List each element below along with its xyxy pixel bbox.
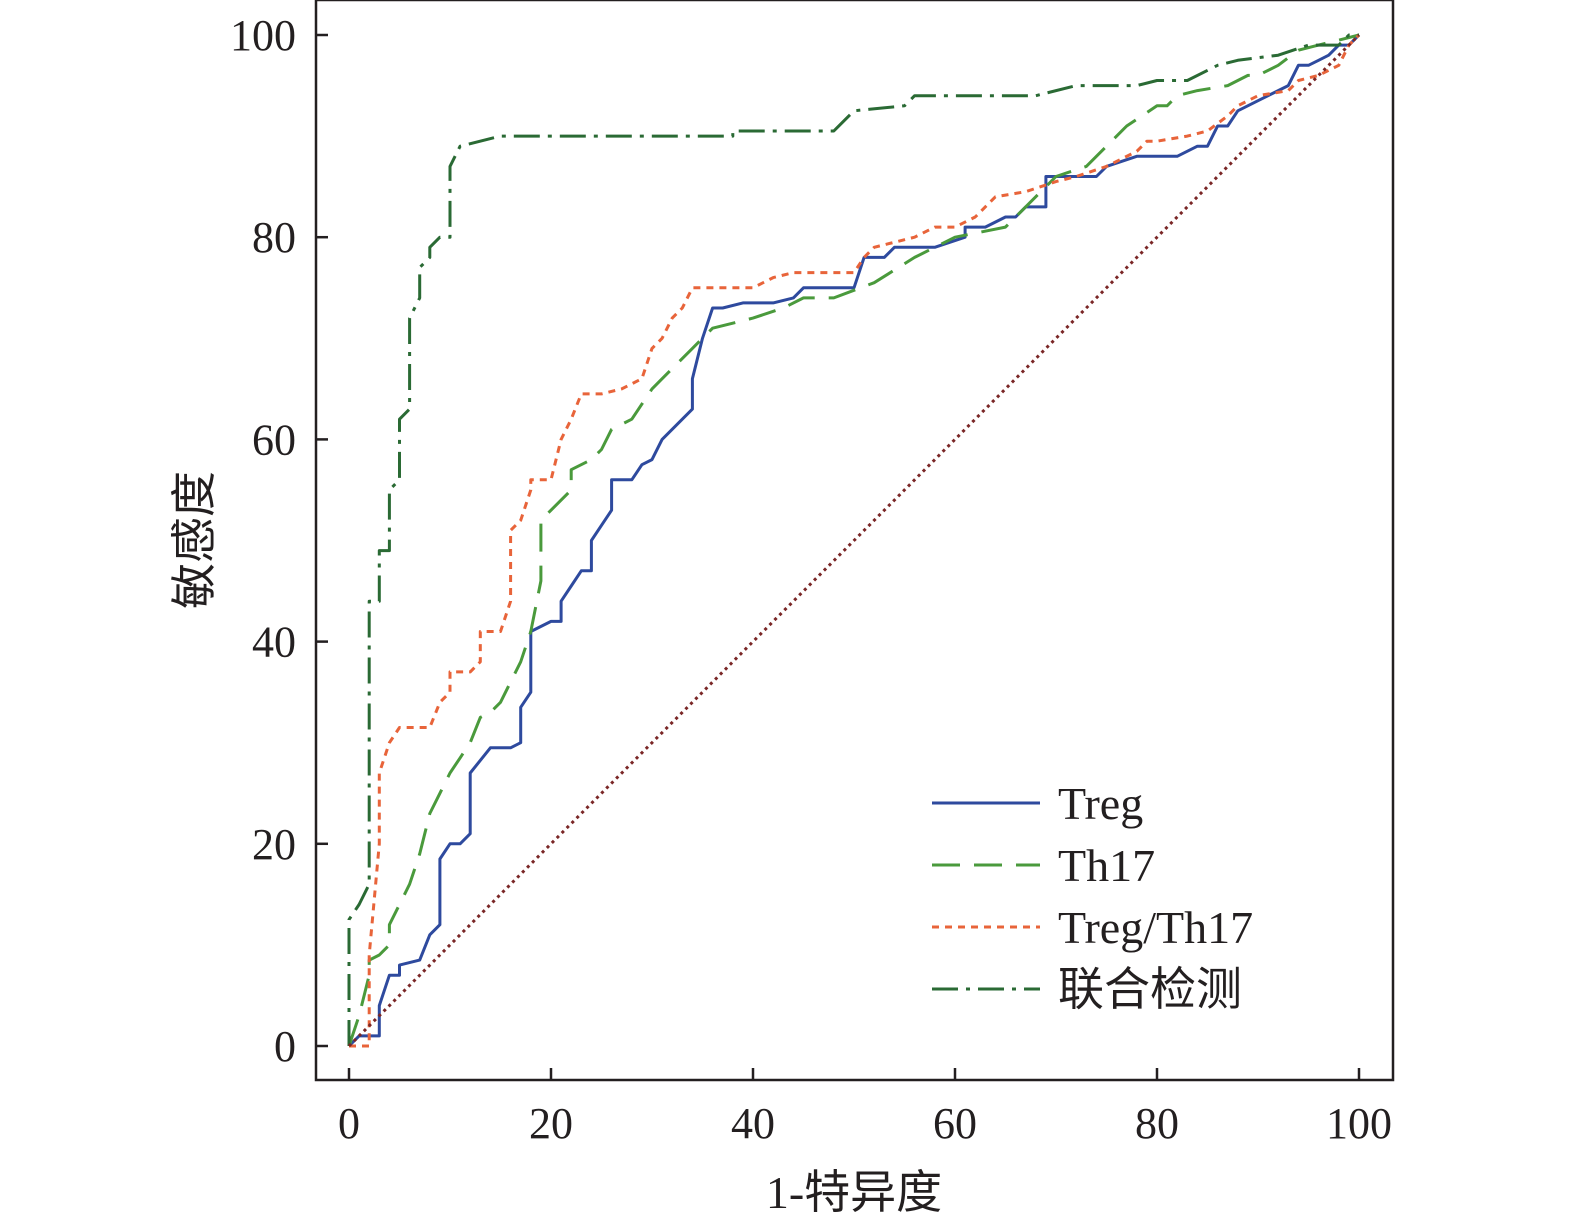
y-tick-label: 0: [274, 1022, 296, 1071]
y-tick-label: 100: [230, 11, 296, 60]
y-tick-label: 60: [252, 415, 296, 464]
x-tick-label: 0: [338, 1099, 360, 1148]
y-tick-label: 40: [252, 618, 296, 667]
legend-label: 联合检测: [1058, 964, 1242, 1015]
series-line-3: [347, 33, 1359, 1046]
series-line-1: [347, 33, 1360, 1047]
x-tick-label: 20: [529, 1099, 573, 1148]
legend-label: Treg: [1058, 778, 1143, 829]
legend-label: Th17: [1058, 840, 1155, 891]
x-axis: 0 20 40 60 80 100: [338, 1068, 1392, 1148]
series-line-0: [347, 33, 1361, 1048]
reference-diagonal-line: [347, 33, 1361, 1048]
legend: Treg Th17 Treg/Th17 联合检测: [932, 778, 1253, 1015]
legend-label: Treg/Th17: [1058, 902, 1253, 953]
y-tick-label: 80: [252, 213, 296, 262]
series-line-2: [349, 33, 1361, 1048]
x-tick-label: 40: [731, 1099, 775, 1148]
y-tick-label: 20: [252, 820, 296, 869]
y-axis-title: 敏感度: [169, 471, 220, 609]
x-tick-label: 100: [1326, 1099, 1392, 1148]
x-tick-label: 60: [933, 1099, 977, 1148]
y-axis: 0 20 40 60 80 100: [230, 11, 328, 1071]
plot-area-frame: [314, 0, 1395, 1082]
x-tick-label: 80: [1135, 1099, 1179, 1148]
series-layer: [347, 33, 1361, 1048]
x-axis-title: 1-特异度: [766, 1167, 942, 1218]
